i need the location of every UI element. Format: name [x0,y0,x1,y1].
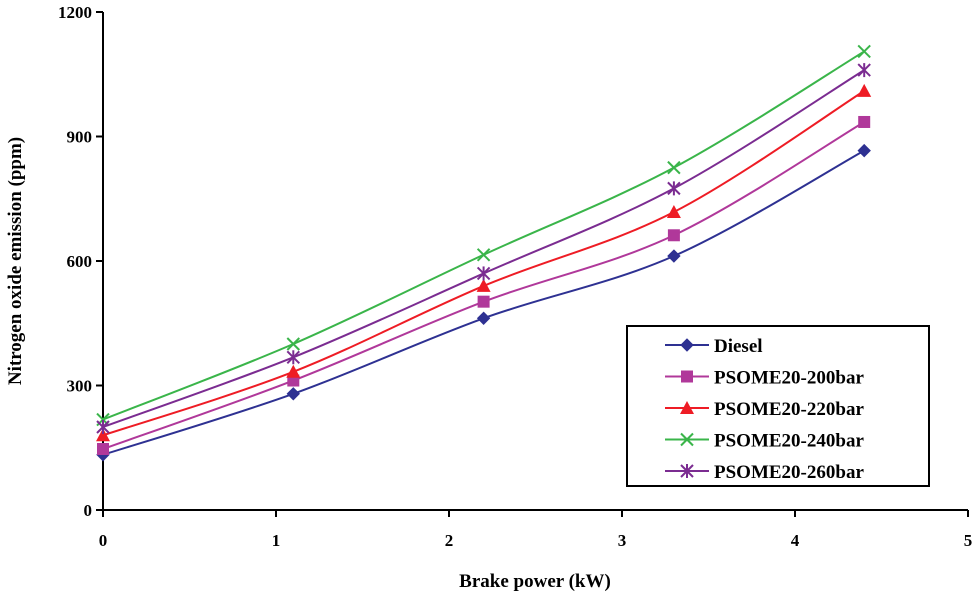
y-tick-label: 300 [67,377,93,396]
data-point [858,115,871,128]
data-point [667,160,681,175]
data-point [857,83,872,97]
y-tick-label: 600 [67,252,93,271]
x-tick-label: 4 [791,531,800,550]
legend-marker [680,432,694,447]
data-point [96,420,110,434]
series-psome20-260bar [96,63,871,434]
legend: Diesel PSOME20-200bar PSOME20-220bar PSOME2… [626,325,930,487]
data-point [666,205,681,219]
x-tick-label: 2 [445,531,454,550]
y-tick-label: 1200 [58,3,92,22]
data-point [667,229,680,242]
data-point [96,428,110,442]
x-tick-label: 5 [964,531,973,550]
data-point [667,181,681,196]
data-point [286,387,301,401]
y-tick-label: 900 [67,128,93,147]
legend-marker [680,338,694,352]
series-psome20-220bar [96,83,872,442]
legend-label: PSOME20-260bar [714,462,864,483]
legend-entry: PSOME20-240bar [665,431,864,452]
legend-entry: Diesel [665,336,763,357]
data-point [857,63,871,78]
x-axis-title: Brake power (kW) [459,571,611,592]
data-point [667,249,681,263]
data-point [476,248,491,262]
x-tick-label: 1 [272,531,281,550]
legend-label: Diesel [714,336,763,357]
data-point [286,350,301,365]
x-tick-label: 0 [99,531,108,550]
legend-marker [681,370,693,383]
legend-marker [680,464,694,478]
data-point [857,143,871,158]
y-axis-title: Nitrogen oxide emission (ppm) [5,137,26,385]
data-point [286,364,301,378]
legend-entry: PSOME20-260bar [665,462,864,483]
data-point [476,266,491,281]
legend-label: PSOME20-240bar [714,431,864,452]
legend-label: PSOME20-200bar [714,368,864,389]
data-point [476,311,491,325]
data-point [476,278,491,292]
legend-entry: PSOME20-200bar [665,368,864,389]
legend-entry: PSOME20-220bar [665,399,864,420]
legend-box [626,325,930,487]
x-tick-label: 3 [618,531,627,550]
y-tick-label: 0 [84,501,93,520]
data-point [286,337,301,351]
legend-label: PSOME20-220bar [714,399,864,420]
data-point [97,442,109,455]
data-point [857,44,871,59]
data-point [477,295,490,308]
legend-marker [680,401,694,414]
series-diesel [96,143,871,462]
